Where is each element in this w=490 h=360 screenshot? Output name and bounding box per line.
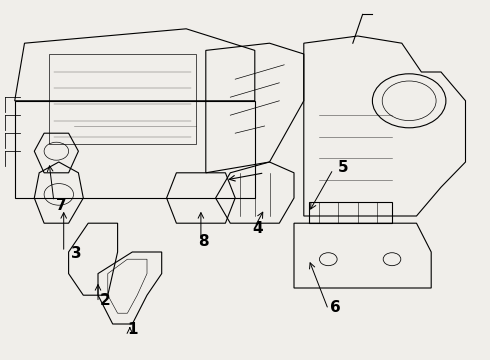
Text: 6: 6 bbox=[330, 300, 341, 315]
Text: 4: 4 bbox=[252, 221, 263, 236]
Text: 2: 2 bbox=[100, 293, 111, 308]
Text: 3: 3 bbox=[71, 246, 81, 261]
Text: 1: 1 bbox=[127, 322, 138, 337]
Text: 5: 5 bbox=[338, 160, 348, 175]
Text: 8: 8 bbox=[198, 234, 209, 249]
Text: 7: 7 bbox=[56, 198, 67, 213]
